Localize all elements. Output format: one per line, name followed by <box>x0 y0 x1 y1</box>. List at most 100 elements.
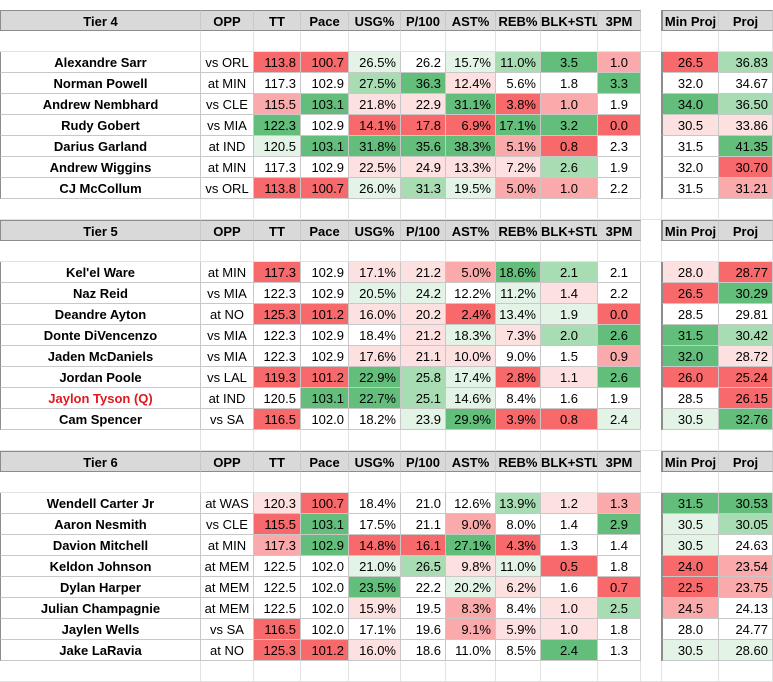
tt-cell[interactable]: 117.3 <box>254 157 301 178</box>
empty-cell[interactable] <box>254 430 301 451</box>
blk-stl-cell[interactable]: 3.5 <box>541 52 598 73</box>
column-header-min-proj[interactable]: Min Proj <box>662 220 719 241</box>
3pm-cell[interactable]: 0.7 <box>598 577 641 598</box>
usg-pct-cell[interactable]: 14.8% <box>349 535 401 556</box>
proj-cell[interactable]: 32.76 <box>719 409 773 430</box>
empty-cell[interactable] <box>301 472 349 493</box>
blk-stl-cell[interactable]: 1.5 <box>541 346 598 367</box>
3pm-cell[interactable]: 1.9 <box>598 94 641 115</box>
column-header-reb-pct[interactable]: REB% <box>496 10 541 31</box>
player-name-cell[interactable]: Jordan Poole <box>0 367 201 388</box>
proj-cell[interactable]: 24.77 <box>719 619 773 640</box>
pace-cell[interactable]: 102.9 <box>301 325 349 346</box>
reb-pct-cell[interactable]: 8.0% <box>496 514 541 535</box>
p100-cell[interactable]: 22.2 <box>401 577 446 598</box>
empty-cell[interactable] <box>349 241 401 262</box>
p100-cell[interactable]: 25.8 <box>401 367 446 388</box>
reb-pct-cell[interactable]: 6.2% <box>496 577 541 598</box>
opp-cell[interactable]: at MEM <box>201 598 254 619</box>
empty-cell[interactable] <box>446 31 496 52</box>
empty-cell[interactable] <box>301 430 349 451</box>
pace-cell[interactable]: 101.2 <box>301 640 349 661</box>
tt-cell[interactable]: 113.8 <box>254 178 301 199</box>
column-header-blk-stl[interactable]: BLK+STL <box>541 451 598 472</box>
empty-cell[interactable] <box>541 430 598 451</box>
blk-stl-cell[interactable]: 2.6 <box>541 157 598 178</box>
pace-cell[interactable]: 103.1 <box>301 388 349 409</box>
opp-cell[interactable]: at MEM <box>201 556 254 577</box>
ast-pct-cell[interactable]: 9.1% <box>446 619 496 640</box>
3pm-cell[interactable]: 2.6 <box>598 325 641 346</box>
empty-cell[interactable] <box>662 31 719 52</box>
empty-cell[interactable] <box>598 661 641 682</box>
column-header-p100[interactable]: P/100 <box>401 451 446 472</box>
blk-stl-cell[interactable]: 1.8 <box>541 73 598 94</box>
ast-pct-cell[interactable]: 12.4% <box>446 73 496 94</box>
min-proj-cell[interactable]: 31.5 <box>662 325 719 346</box>
opp-cell[interactable]: at MIN <box>201 73 254 94</box>
column-header-p100[interactable]: P/100 <box>401 10 446 31</box>
3pm-cell[interactable]: 1.3 <box>598 640 641 661</box>
empty-cell[interactable] <box>541 241 598 262</box>
empty-cell[interactable] <box>201 199 254 220</box>
reb-pct-cell[interactable]: 11.0% <box>496 52 541 73</box>
empty-cell[interactable] <box>349 430 401 451</box>
empty-cell[interactable] <box>719 199 773 220</box>
usg-pct-cell[interactable]: 16.0% <box>349 304 401 325</box>
tt-cell[interactable]: 115.5 <box>254 94 301 115</box>
min-proj-cell[interactable]: 32.0 <box>662 157 719 178</box>
opp-cell[interactable]: vs MIA <box>201 346 254 367</box>
tt-cell[interactable]: 122.5 <box>254 556 301 577</box>
empty-cell[interactable] <box>641 472 662 493</box>
3pm-cell[interactable]: 2.9 <box>598 514 641 535</box>
ast-pct-cell[interactable]: 27.1% <box>446 535 496 556</box>
ast-pct-cell[interactable]: 14.6% <box>446 388 496 409</box>
usg-pct-cell[interactable]: 21.0% <box>349 556 401 577</box>
blk-stl-cell[interactable]: 1.2 <box>541 493 598 514</box>
reb-pct-cell[interactable]: 8.5% <box>496 640 541 661</box>
p100-cell[interactable]: 16.1 <box>401 535 446 556</box>
reb-pct-cell[interactable]: 7.3% <box>496 325 541 346</box>
column-header-pace[interactable]: Pace <box>301 220 349 241</box>
ast-pct-cell[interactable]: 11.0% <box>446 640 496 661</box>
empty-cell[interactable] <box>401 472 446 493</box>
player-name-cell[interactable]: Rudy Gobert <box>0 115 201 136</box>
p100-cell[interactable]: 31.3 <box>401 178 446 199</box>
reb-pct-cell[interactable]: 2.8% <box>496 367 541 388</box>
proj-cell[interactable]: 30.42 <box>719 325 773 346</box>
tt-cell[interactable]: 120.5 <box>254 388 301 409</box>
empty-cell[interactable] <box>641 199 662 220</box>
proj-cell[interactable]: 26.15 <box>719 388 773 409</box>
player-name-cell[interactable]: Darius Garland <box>0 136 201 157</box>
empty-cell[interactable] <box>201 430 254 451</box>
pace-cell[interactable]: 102.9 <box>301 535 349 556</box>
usg-pct-cell[interactable]: 18.4% <box>349 493 401 514</box>
empty-cell[interactable] <box>254 31 301 52</box>
column-header-tt[interactable]: TT <box>254 220 301 241</box>
opp-cell[interactable]: at NO <box>201 640 254 661</box>
empty-cell[interactable] <box>349 661 401 682</box>
pace-cell[interactable]: 102.9 <box>301 157 349 178</box>
column-header-pace[interactable]: Pace <box>301 10 349 31</box>
player-name-cell[interactable]: Deandre Ayton <box>0 304 201 325</box>
usg-pct-cell[interactable]: 21.8% <box>349 94 401 115</box>
opp-cell[interactable]: vs SA <box>201 409 254 430</box>
player-name-cell[interactable]: CJ McCollum <box>0 178 201 199</box>
3pm-cell[interactable]: 2.6 <box>598 367 641 388</box>
reb-pct-cell[interactable]: 5.9% <box>496 619 541 640</box>
opp-cell[interactable]: at WAS <box>201 493 254 514</box>
empty-cell[interactable] <box>641 31 662 52</box>
usg-pct-cell[interactable]: 22.9% <box>349 367 401 388</box>
pace-cell[interactable]: 100.7 <box>301 493 349 514</box>
empty-cell[interactable] <box>446 661 496 682</box>
empty-cell[interactable] <box>301 199 349 220</box>
usg-pct-cell[interactable]: 27.5% <box>349 73 401 94</box>
blk-stl-cell[interactable]: 1.0 <box>541 619 598 640</box>
column-header-tt[interactable]: TT <box>254 451 301 472</box>
min-proj-cell[interactable]: 32.0 <box>662 73 719 94</box>
blk-stl-cell[interactable]: 1.0 <box>541 598 598 619</box>
proj-cell[interactable]: 28.77 <box>719 262 773 283</box>
p100-cell[interactable]: 19.5 <box>401 598 446 619</box>
empty-cell[interactable] <box>662 241 719 262</box>
reb-pct-cell[interactable]: 8.4% <box>496 388 541 409</box>
